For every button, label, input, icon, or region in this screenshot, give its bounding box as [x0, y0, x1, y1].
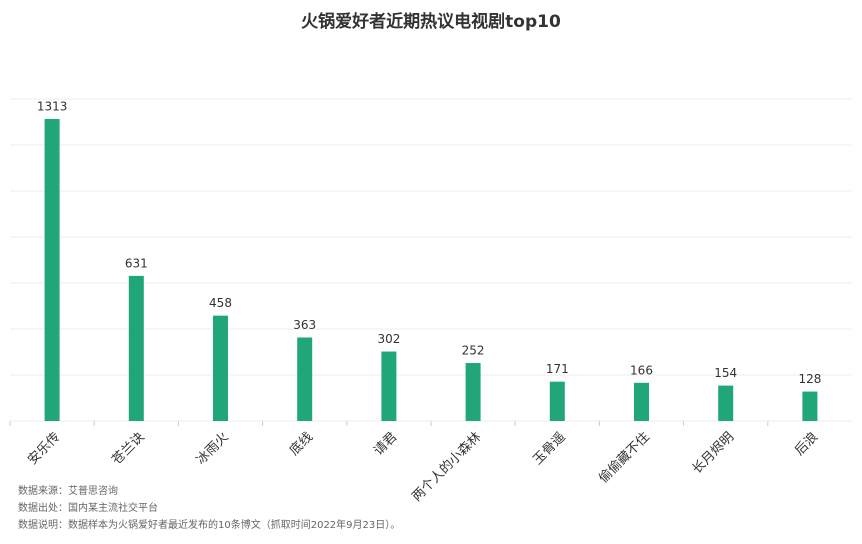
- bar: [44, 119, 60, 421]
- x-tick-label: 长月烬明: [689, 429, 737, 477]
- bar: [381, 351, 397, 421]
- value-label: 154: [714, 366, 737, 380]
- value-label: 631: [125, 256, 148, 270]
- x-tick-label: 安乐传: [25, 430, 63, 468]
- x-tick-label: 苍兰诀: [109, 430, 147, 468]
- value-label: 128: [798, 372, 821, 386]
- bar: [634, 382, 649, 421]
- bar: [297, 337, 313, 421]
- x-tick-label: 请君: [371, 430, 400, 459]
- bar: [213, 315, 228, 421]
- bar: [802, 391, 818, 421]
- value-label: 302: [377, 332, 400, 346]
- bar: [465, 363, 481, 421]
- value-label: 458: [209, 296, 232, 310]
- x-tick-label: 偷偷藏不住: [596, 430, 653, 487]
- x-tick-label: 冰雨火: [194, 430, 232, 468]
- value-label: 252: [462, 344, 485, 358]
- x-tick-label: 两个人的小森林: [409, 429, 485, 505]
- note: 数据说明：数据样本为火锅爱好者最近发布的10条博文（抓取时间2022年9月23日…: [18, 518, 400, 531]
- bar: [128, 275, 144, 421]
- bar: [549, 381, 565, 421]
- value-label: 363: [293, 318, 316, 332]
- bar: [718, 385, 734, 421]
- value-label: 171: [546, 362, 569, 376]
- value-label: 1313: [37, 100, 68, 114]
- note: 数据来源：艾普思咨询: [18, 484, 118, 497]
- x-tick-label: 底线: [286, 429, 316, 459]
- x-tick-label: 玉骨遥: [530, 430, 568, 468]
- x-tick-label: 后浪: [792, 430, 821, 459]
- chart-title: 火锅爱好者近期热议电视剧top10: [301, 11, 561, 32]
- note: 数据出处：国内某主流社交平台: [18, 501, 158, 514]
- value-label: 166: [630, 363, 653, 377]
